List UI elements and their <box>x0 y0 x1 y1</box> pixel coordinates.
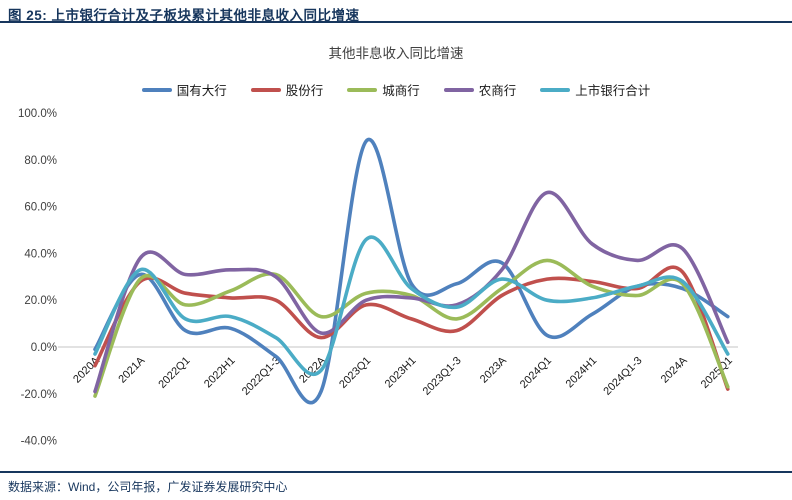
legend-item-listed-banks-total: 上市银行合计 <box>540 80 650 99</box>
x-axis-tick-label: 2022H1 <box>202 355 238 391</box>
series-line-joint-stock-banks <box>93 265 730 391</box>
series-line-state-owned-banks <box>93 137 730 405</box>
x-axis-tick-label: 2023Q1 <box>337 355 373 391</box>
series-line-rural-commercial-banks <box>93 190 730 394</box>
legend-label-joint-stock-banks: 股份行 <box>285 84 324 98</box>
y-axis-tick-label: 20.0% <box>24 295 57 307</box>
data-source-note: 数据来源：Wind，公司年报，广发证券发展研究中心 <box>0 471 792 495</box>
legend-label-state-owned-banks: 国有大行 <box>176 84 227 98</box>
y-axis-tick-label: -40.0% <box>21 436 57 448</box>
y-axis-tick-label: 0.0% <box>31 342 57 354</box>
legend-swatch-listed-banks-total <box>540 87 571 92</box>
y-axis-tick-label: -20.0% <box>21 389 57 401</box>
legend-label-rural-commercial-banks: 农商行 <box>478 84 517 98</box>
y-axis-tick-label: 40.0% <box>24 248 57 260</box>
x-axis-tick-label: 2024A <box>659 354 690 385</box>
figure-title: 图 25: 上市银行合计及子板块累计其他非息收入同比增速 <box>8 8 360 23</box>
y-axis-tick-label: 100.0% <box>18 108 57 120</box>
y-axis-tick-label: 80.0% <box>24 155 57 167</box>
y-axis-tick-label: 60.0% <box>24 202 57 214</box>
legend-item-joint-stock-banks: 股份行 <box>250 80 324 99</box>
chart-legend: 国有大行 股份行 城商行 农商行 上市银行合计 <box>0 80 792 99</box>
legend-label-city-commercial-banks: 城商行 <box>382 84 420 98</box>
legend-swatch-city-commercial-banks <box>347 87 378 92</box>
x-axis-tick-label: 2024Q1-3 <box>601 355 644 398</box>
x-axis-tick-label: 2023H1 <box>383 355 419 391</box>
legend-item-state-owned-banks: 国有大行 <box>141 80 227 99</box>
x-axis-tick-label: 2022Q1-3 <box>240 355 283 398</box>
legend-swatch-rural-commercial-banks <box>443 87 474 92</box>
legend-item-rural-commercial-banks: 农商行 <box>443 80 517 99</box>
series-line-listed-banks-total <box>93 235 730 376</box>
x-axis-tick-label: 2023Q1-3 <box>421 355 464 398</box>
chart-title: 其他非息收入同比增速 <box>328 46 464 61</box>
x-axis-tick-label: 2023A <box>478 354 509 385</box>
x-axis-tick-label: 2024H1 <box>564 355 600 391</box>
legend-swatch-joint-stock-banks <box>250 87 281 92</box>
legend-item-city-commercial-banks: 城商行 <box>347 80 420 99</box>
figure-header: 图 25: 上市银行合计及子板块累计其他非息收入同比增速 <box>0 0 792 23</box>
x-axis-tick-label: 2021A <box>116 354 147 385</box>
x-axis-tick-label: 2024Q1 <box>518 355 554 391</box>
legend-swatch-state-owned-banks <box>141 87 172 92</box>
x-axis-tick-label: 2022Q1 <box>156 355 192 391</box>
series-line-city-commercial-banks <box>93 258 730 398</box>
legend-label-listed-banks-total: 上市银行合计 <box>575 84 651 98</box>
